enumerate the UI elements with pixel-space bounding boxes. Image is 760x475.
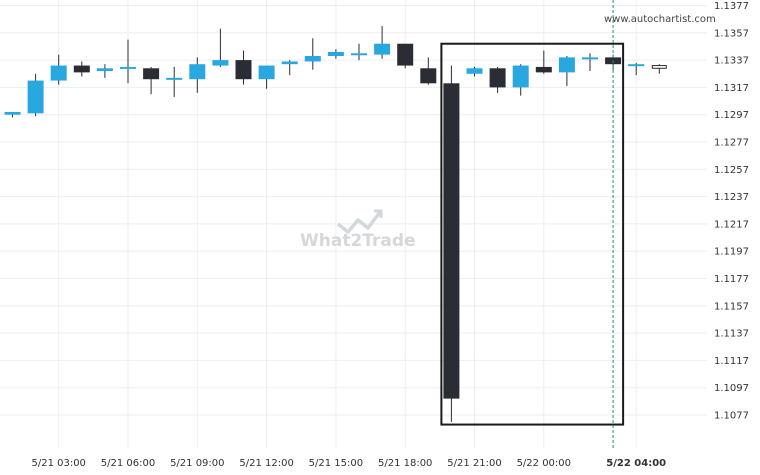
candle-body <box>73 65 90 73</box>
candle-body <box>212 60 229 66</box>
candle <box>351 43 367 61</box>
candle <box>166 66 183 97</box>
candle <box>558 56 575 87</box>
x-tick-label: 5/21 12:00 <box>239 458 293 469</box>
candle-body <box>27 80 44 114</box>
y-axis-labels: 1.1377 1.1357 1.1337 1.1317 1.1297 1.1277 1.12… <box>714 1 749 422</box>
grid-lines <box>0 0 707 448</box>
y-tick-label: 1.1197 <box>714 247 749 258</box>
y-tick-label: 1.1297 <box>714 110 749 121</box>
y-tick-label: 1.1337 <box>714 56 749 67</box>
candle <box>120 39 136 84</box>
candle-body <box>628 64 645 67</box>
candle <box>189 57 206 93</box>
candle-body <box>258 65 275 80</box>
what2trade-watermark: What2Trade <box>300 209 416 251</box>
candle-body <box>189 64 206 80</box>
candle-body <box>397 43 414 66</box>
candle <box>258 65 275 89</box>
candle-body <box>535 66 552 73</box>
candle-body <box>4 111 21 115</box>
pattern-highlight-box <box>440 42 625 426</box>
x-tick-label: 5/21 15:00 <box>309 458 363 469</box>
x-tick-label: 5/21 18:00 <box>378 458 432 469</box>
candle-body <box>582 57 598 60</box>
y-tick-label: 1.1157 <box>714 301 749 312</box>
candle-body <box>558 57 575 73</box>
y-tick-label: 1.1097 <box>714 383 749 394</box>
candle <box>582 53 598 72</box>
y-tick-label: 1.1237 <box>714 192 749 203</box>
y-tick-label: 1.1357 <box>714 28 749 39</box>
candle <box>212 28 229 67</box>
y-tick-label: 1.1377 <box>714 1 749 12</box>
candle <box>73 61 90 77</box>
watermark-logo-icon <box>336 209 383 234</box>
candle <box>304 38 321 70</box>
candle <box>96 64 113 78</box>
watermark-text: What2Trade <box>300 231 416 251</box>
candle-body <box>166 77 183 80</box>
candle-body <box>50 65 67 81</box>
x-tick-label: 5/21 21:00 <box>447 458 501 469</box>
candle <box>397 43 414 69</box>
x-tick-label: 5/22 00:00 <box>517 458 571 469</box>
y-tick-label: 1.1317 <box>714 83 749 94</box>
candle-body <box>466 68 483 74</box>
y-tick-label: 1.1257 <box>714 165 749 176</box>
x-tick-label: 5/21 03:00 <box>31 458 85 469</box>
candle-body <box>651 65 667 69</box>
x-axis-labels: 5/21 03:00 5/21 06:00 5/21 09:00 5/21 12:00… <box>31 458 666 469</box>
x-tick-label: 5/21 06:00 <box>101 458 155 469</box>
candle <box>235 50 252 85</box>
candle <box>4 111 21 118</box>
candle <box>420 57 437 85</box>
candle-body <box>351 53 367 56</box>
candle <box>489 66 506 93</box>
candle <box>443 65 460 422</box>
candles-layer <box>4 25 667 422</box>
candle <box>466 66 483 77</box>
autochartist-credit: www.autochartist.com <box>604 14 716 25</box>
candle <box>651 64 667 74</box>
candle-body <box>512 65 529 88</box>
candle <box>327 49 344 59</box>
x-tick-label: 5/21 09:00 <box>170 458 224 469</box>
candle <box>628 62 645 76</box>
candle-body <box>489 68 506 88</box>
candle-body <box>143 68 160 80</box>
candle <box>50 54 67 85</box>
candle-body <box>96 68 113 72</box>
candle <box>281 60 298 76</box>
candle <box>374 25 391 59</box>
candle-body <box>420 68 437 84</box>
candle-body <box>374 43 391 55</box>
candle-body <box>235 60 252 80</box>
candle-body <box>120 66 136 69</box>
y-tick-label: 1.1217 <box>714 219 749 230</box>
candle <box>535 50 552 74</box>
candle <box>512 64 529 96</box>
candle <box>27 73 44 117</box>
y-tick-label: 1.1077 <box>714 411 749 422</box>
candle-body <box>281 61 298 65</box>
candle-body <box>443 83 460 399</box>
candle <box>143 66 160 95</box>
y-tick-label: 1.1117 <box>714 356 749 367</box>
candle-body <box>304 56 321 62</box>
y-tick-label: 1.1137 <box>714 329 749 340</box>
y-tick-label: 1.1177 <box>714 274 749 285</box>
candle-body <box>327 51 344 57</box>
y-tick-label: 1.1277 <box>714 138 749 149</box>
x-tick-label: 5/22 04:00 <box>606 458 666 469</box>
